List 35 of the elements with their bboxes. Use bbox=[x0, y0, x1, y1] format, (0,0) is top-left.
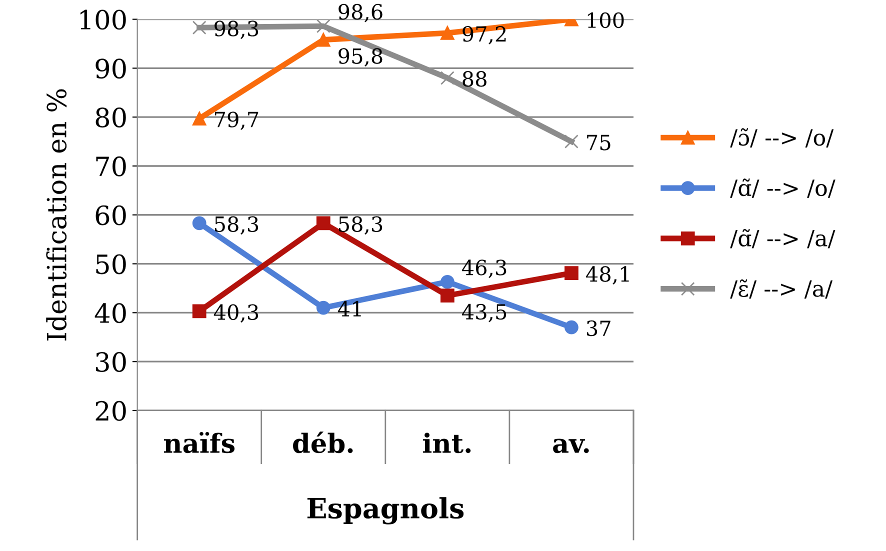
data-label: 46,3 bbox=[462, 260, 506, 278]
data-label: 79,7 bbox=[214, 112, 258, 130]
x-tick-label: naïfs bbox=[164, 432, 235, 454]
y-tick-label: 70 bbox=[96, 156, 126, 176]
x-tick-label: déb. bbox=[293, 432, 353, 454]
data-label: 88 bbox=[462, 71, 486, 87]
x-tick-label: av. bbox=[553, 438, 589, 454]
data-label: 58,3 bbox=[215, 216, 258, 235]
y-tick-label: 30 bbox=[96, 352, 126, 372]
data-label: 98,6 bbox=[338, 4, 382, 22]
data-label: 100 bbox=[588, 12, 624, 28]
data-label: 48,1 bbox=[586, 266, 629, 284]
y-tick-label: 100 bbox=[80, 10, 126, 30]
y-tick-label: 60 bbox=[96, 205, 126, 226]
legend-label: /ɑ̃/ --> /a/ bbox=[730, 228, 836, 248]
data-label: 58,3 bbox=[339, 216, 382, 235]
legend-label: /ɑ̃/ --> /o/ bbox=[730, 178, 836, 198]
y-tick-label: 80 bbox=[96, 108, 126, 128]
data-label: 40,3 bbox=[214, 304, 258, 323]
data-label: 41 bbox=[338, 300, 361, 316]
data-label: 75 bbox=[587, 134, 610, 150]
y-tick-label: 50 bbox=[96, 254, 126, 274]
data-label: 43,5 bbox=[462, 304, 506, 322]
x-tick-label: int. bbox=[423, 432, 471, 454]
data-label: 98,3 bbox=[214, 20, 258, 39]
y-tick-label: 40 bbox=[94, 303, 126, 324]
y-tick-label: 20 bbox=[96, 400, 126, 421]
legend-label: /ɔ̃/ --> /o/ bbox=[730, 128, 834, 148]
legend-label: /ɛ̃/ --> /a/ bbox=[730, 279, 833, 299]
data-label: 95,8 bbox=[338, 48, 382, 66]
data-label: 97,2 bbox=[462, 26, 506, 44]
y-tick-label: 90 bbox=[96, 58, 126, 79]
x-axis-title: Espagnols bbox=[307, 497, 464, 524]
y-axis-title: Identification en % bbox=[46, 89, 67, 340]
data-label: 37 bbox=[586, 320, 610, 336]
